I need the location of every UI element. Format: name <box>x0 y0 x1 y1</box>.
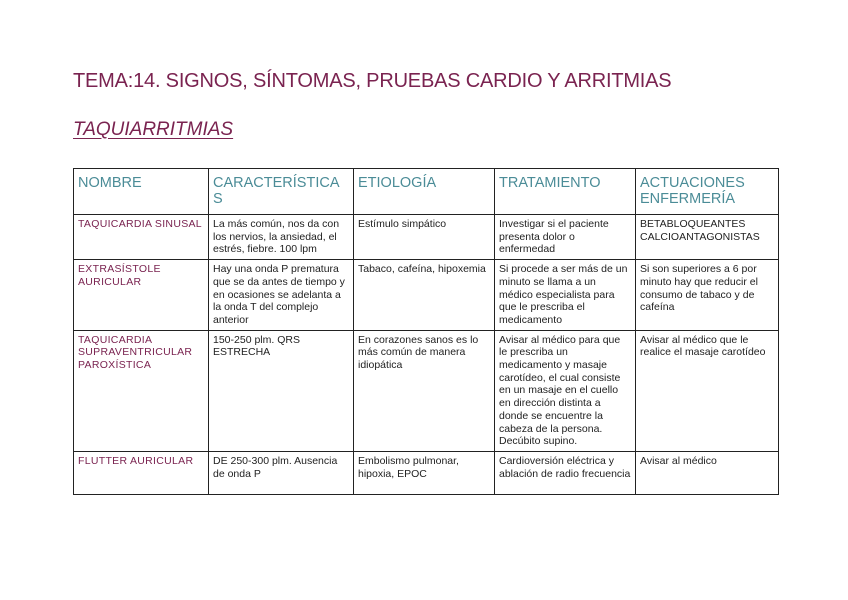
header-actuaciones: ACTUACIONES ENFERMERÍA <box>635 168 779 215</box>
cell-actuaciones: Si son superiores a 6 por minuto hay que… <box>635 259 779 331</box>
cell-tratamiento: Si procede a ser más de un minuto se lla… <box>494 259 636 331</box>
table-row: FLUTTER AURICULAR DE 250-300 plm. Ausenci… <box>73 450 779 495</box>
table-row: TAQUICARDIA SINUSAL La más común, nos da … <box>73 213 779 261</box>
cell-caracteristicas: 150-250 plm. QRS ESTRECHA <box>208 329 354 452</box>
cell-nombre: EXTRASÍSTOLE AURICULAR <box>73 259 209 331</box>
table-row: TAQUICARDIA SUPRAVENTRICULAR PAROXÍSTICA… <box>73 329 779 452</box>
cell-etiologia: En corazones sanos es lo más común de ma… <box>353 329 495 452</box>
header-tratamiento: TRATAMIENTO <box>494 168 636 215</box>
table-row: EXTRASÍSTOLE AURICULAR Hay una onda P pre… <box>73 259 779 331</box>
cell-actuaciones: Avisar al médico que le realice el masaj… <box>635 329 779 452</box>
cell-nombre: TAQUICARDIA SINUSAL <box>73 213 209 261</box>
cell-etiologia: Embolismo pulmonar, hipoxia, EPOC <box>353 450 495 495</box>
page-title: TEMA:14. SIGNOS, SÍNTOMAS, PRUEBAS CARDI… <box>73 70 672 92</box>
cell-caracteristicas: Hay una onda P prematura que se da antes… <box>208 259 354 331</box>
section-heading: TAQUIARRITMIAS <box>73 119 234 140</box>
header-caracteristicas: CARACTERÍSTICA S <box>208 168 354 215</box>
cell-nombre: FLUTTER AURICULAR <box>73 450 209 495</box>
cell-tratamiento: Avisar al médico para que le prescriba u… <box>494 329 636 452</box>
arrhythmia-table: NOMBRE CARACTERÍSTICA S ETIOLOGÍA TRATAMI… <box>73 168 779 495</box>
header-nombre: NOMBRE <box>73 168 209 215</box>
cell-caracteristicas: La más común, nos da con los nervios, la… <box>208 213 354 261</box>
cell-etiologia: Estímulo simpático <box>353 213 495 261</box>
cell-nombre: TAQUICARDIA SUPRAVENTRICULAR PAROXÍSTICA <box>73 329 209 452</box>
cell-tratamiento: Cardioversión eléctrica y ablación de ra… <box>494 450 636 495</box>
cell-etiologia: Tabaco, cafeína, hipoxemia <box>353 259 495 331</box>
cell-tratamiento: Investigar si el paciente presenta dolor… <box>494 213 636 261</box>
header-etiologia: ETIOLOGÍA <box>353 168 495 215</box>
cell-caracteristicas: DE 250-300 plm. Ausencia de onda P <box>208 450 354 495</box>
cell-actuaciones: BETABLOQUEANTES CALCIOANTAGONISTAS <box>635 213 779 261</box>
table-header-row: NOMBRE CARACTERÍSTICA S ETIOLOGÍA TRATAMI… <box>73 168 779 215</box>
cell-actuaciones: Avisar al médico <box>635 450 779 495</box>
